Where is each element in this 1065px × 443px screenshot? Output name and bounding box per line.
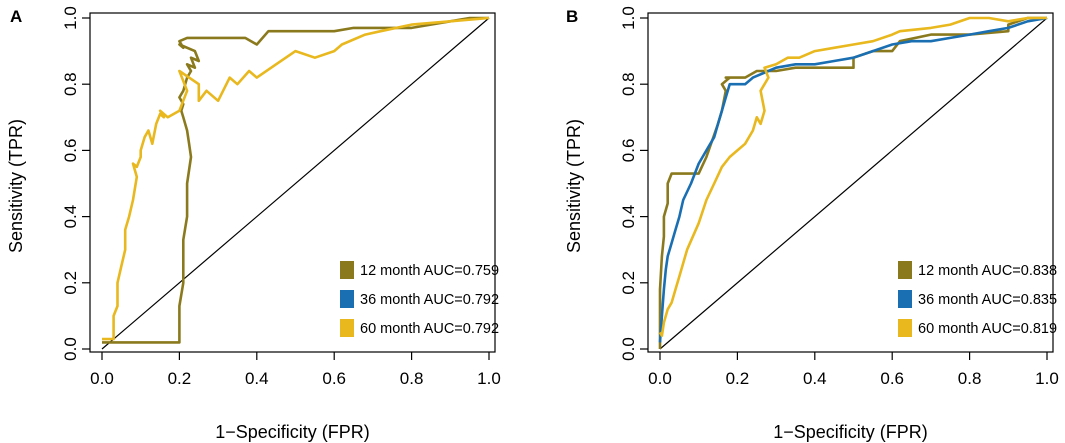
legend-entry-label: 36 month AUC=0.792	[360, 292, 499, 308]
roc-curve-series-1	[102, 16, 489, 344]
x-axis-label: 1−Specificity (FPR)	[215, 422, 370, 442]
x-tick-label: 0.0	[648, 369, 672, 388]
legend-swatch	[340, 319, 354, 337]
roc-curve-series-1	[658, 16, 1047, 349]
legend-swatch	[898, 290, 912, 308]
diagonal-reference-line	[101, 17, 490, 350]
x-tick-label: 0.2	[168, 369, 192, 388]
y-tick-label: 0.6	[619, 139, 638, 163]
x-tick-label: 0.4	[803, 369, 827, 388]
y-tick-label: 1.0	[61, 6, 80, 30]
roc-curve-series-3	[102, 16, 490, 341]
y-tick-label: 0.0	[61, 337, 80, 361]
panel-label: B	[566, 7, 578, 26]
y-tick-label: 1.0	[619, 6, 638, 30]
x-tick-label: 0.8	[400, 369, 424, 388]
y-tick-label: 0.8	[619, 72, 638, 96]
x-tick-label: 0.8	[958, 369, 982, 388]
panel-a: A 0.0 0.2 0.4 0.6 0.8 1.0 0.0 0.2 0.4 0.6 0.8 1.0 1−S…	[6, 6, 501, 442]
x-tick-label: 1.0	[477, 369, 501, 388]
legend-entry-label: 36 month AUC=0.835	[918, 292, 1057, 308]
y-tick-label: 0.2	[61, 271, 80, 295]
y-tick-label: 0.4	[61, 205, 80, 229]
legend-entry-label: 12 month AUC=0.759	[360, 263, 499, 279]
y-tick-label: 0.8	[61, 72, 80, 96]
legend-swatch	[340, 261, 354, 279]
legend-entry-label: 12 month AUC=0.838	[918, 263, 1057, 279]
diagonal-reference-line	[659, 17, 1048, 350]
x-tick-label: 0.6	[322, 369, 346, 388]
x-axis-label: 1−Specificity (FPR)	[773, 422, 928, 442]
legend-swatch	[340, 290, 354, 308]
y-tick-label: 0.2	[619, 271, 638, 295]
roc-curve-series-3	[658, 16, 1047, 338]
plot-frame	[89, 12, 496, 353]
y-axis-label: Sensitivity (TPR)	[564, 119, 584, 253]
x-tick-label: 0.6	[880, 369, 904, 388]
y-axis-label: Sensitivity (TPR)	[6, 119, 26, 253]
panel-b: B 0.0 0.2 0.4 0.6 0.8 1.0 0.0 0.2 0.4 0.6 0.8 1.0 1−S…	[564, 6, 1059, 442]
x-tick-label: 1.0	[1035, 369, 1059, 388]
legend-entry-label: 60 month AUC=0.792	[360, 321, 499, 337]
x-tick-label: 0.2	[726, 369, 750, 388]
y-tick-label: 0.4	[619, 205, 638, 229]
roc-curve-series-2	[658, 16, 1048, 343]
x-tick-label: 0.4	[245, 369, 269, 388]
x-tick-label: 0.0	[90, 369, 114, 388]
plot-frame	[647, 12, 1054, 353]
legend-entry-label: 60 month AUC=0.819	[918, 321, 1057, 337]
legend-swatch	[898, 261, 912, 279]
y-tick-label: 0.6	[61, 139, 80, 163]
legend-swatch	[898, 319, 912, 337]
y-tick-label: 0.0	[619, 337, 638, 361]
panel-label: A	[10, 7, 22, 26]
